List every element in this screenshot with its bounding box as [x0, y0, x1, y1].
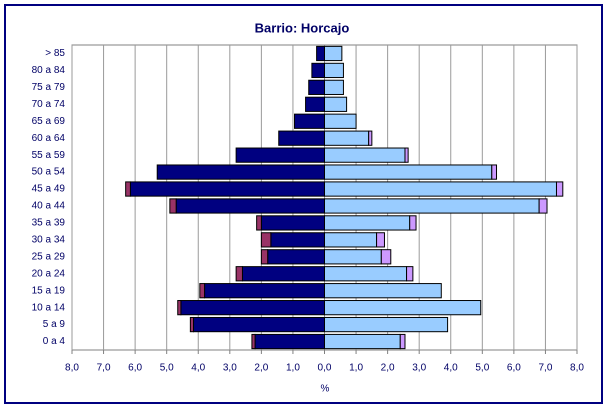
- bar-segment: [409, 215, 417, 231]
- y-tick-label: 25 a 29: [32, 251, 66, 262]
- bar-segment: [129, 181, 325, 197]
- bar-segment: [324, 215, 411, 231]
- bar-segment: [399, 333, 406, 350]
- bar-segment: [324, 198, 540, 214]
- y-tick-label: 10 a 14: [32, 302, 66, 313]
- y-tick-label: 40 a 44: [32, 201, 66, 212]
- bar-segment: [189, 316, 195, 333]
- bar-segment: [260, 232, 272, 248]
- bar-segment: [324, 181, 557, 197]
- x-tick-label: 6,0: [128, 363, 142, 374]
- bar-segment: [538, 198, 548, 214]
- x-tick-label: 4,0: [191, 363, 205, 374]
- bar-segment: [251, 333, 256, 350]
- bar-segment: [324, 164, 493, 180]
- x-tick-label: 2,0: [254, 363, 268, 374]
- bar-segment: [324, 300, 482, 316]
- y-tick-label: 20 a 24: [32, 268, 66, 279]
- x-tick-label: 5,0: [475, 363, 489, 374]
- x-tick-label: 5,0: [160, 363, 174, 374]
- bar-segment: [199, 283, 206, 299]
- x-tick-label: 6,0: [507, 363, 521, 374]
- bar-segment: [555, 181, 564, 197]
- chart-title: Barrio: Horcajo: [255, 20, 350, 35]
- y-tick-label: 65 a 69: [32, 116, 66, 127]
- bar-segment: [260, 249, 269, 265]
- bar-segment: [175, 198, 325, 214]
- y-tick-label: 15 a 19: [32, 285, 66, 296]
- bar-segment: [324, 79, 344, 95]
- y-tick-label: 80 a 84: [32, 65, 66, 76]
- bar-segment: [324, 266, 408, 282]
- bar-segment: [305, 96, 325, 112]
- bar-segment: [324, 147, 406, 163]
- y-tick-label: 35 a 39: [32, 218, 66, 229]
- bar-segment: [404, 147, 409, 163]
- y-tick-label: 70 a 74: [32, 99, 66, 110]
- bar-segment: [324, 316, 449, 333]
- x-tick-label: 1,0: [286, 363, 300, 374]
- bar-segment: [324, 96, 348, 112]
- bar-segment: [235, 266, 243, 282]
- bar-segment: [324, 249, 382, 265]
- bar-segment: [324, 62, 344, 79]
- x-tick-label: 4,0: [444, 363, 458, 374]
- y-tick-label: 5 a 9: [43, 319, 66, 330]
- bar-segment: [193, 316, 325, 333]
- x-tick-label: 2,0: [381, 363, 395, 374]
- x-tick-label: 3,0: [412, 363, 426, 374]
- bar-segment: [204, 283, 325, 299]
- bar-segment: [324, 113, 357, 129]
- y-tick-label: 50 a 54: [32, 167, 66, 178]
- x-tick-label: 1,0: [349, 363, 363, 374]
- bar-segment: [324, 130, 370, 146]
- y-tick-label: 45 a 49: [32, 184, 66, 195]
- bar-segment: [380, 249, 392, 265]
- x-axis-label: %: [321, 384, 330, 395]
- bar-segment: [491, 164, 498, 180]
- bar-segment: [156, 164, 325, 180]
- x-tick-label: 7,0: [538, 363, 552, 374]
- y-tick-label: 30 a 34: [32, 235, 66, 246]
- bar-segment: [267, 249, 325, 265]
- y-tick-label: 60 a 64: [32, 133, 66, 144]
- bar-segment: [180, 300, 325, 316]
- bar-segment: [316, 45, 325, 62]
- y-tick-label: 75 a 79: [32, 82, 66, 93]
- bar-segment: [270, 232, 325, 248]
- bar-segment: [376, 232, 385, 248]
- bar-segment: [235, 147, 325, 163]
- bar-segment: [169, 198, 177, 214]
- x-tick-label: 0,0: [318, 363, 332, 374]
- bar-segment: [241, 266, 325, 282]
- bar-segment: [294, 113, 325, 129]
- x-tick-label: 7,0: [97, 363, 111, 374]
- y-tick-label: 55 a 59: [32, 150, 66, 161]
- bar-segment: [278, 130, 325, 146]
- bar-segment: [260, 215, 325, 231]
- bar-segment: [308, 79, 325, 95]
- bar-segment: [254, 333, 325, 350]
- y-tick-label: 0 a 4: [43, 336, 66, 347]
- x-tick-label: 3,0: [223, 363, 237, 374]
- bar-segment: [324, 333, 401, 350]
- bar-segment: [324, 45, 343, 62]
- x-tick-label: 8,0: [570, 363, 584, 374]
- bar-segment: [256, 215, 262, 231]
- x-tick-label: 8,0: [65, 363, 79, 374]
- bar-segment: [324, 232, 378, 248]
- bar-segment: [368, 130, 373, 146]
- y-tick-label: > 85: [45, 48, 65, 59]
- bar-segment: [324, 283, 442, 299]
- bar-segment: [125, 181, 131, 197]
- bar-segment: [177, 300, 182, 316]
- bar-segment: [311, 62, 325, 79]
- bar-segment: [406, 266, 414, 282]
